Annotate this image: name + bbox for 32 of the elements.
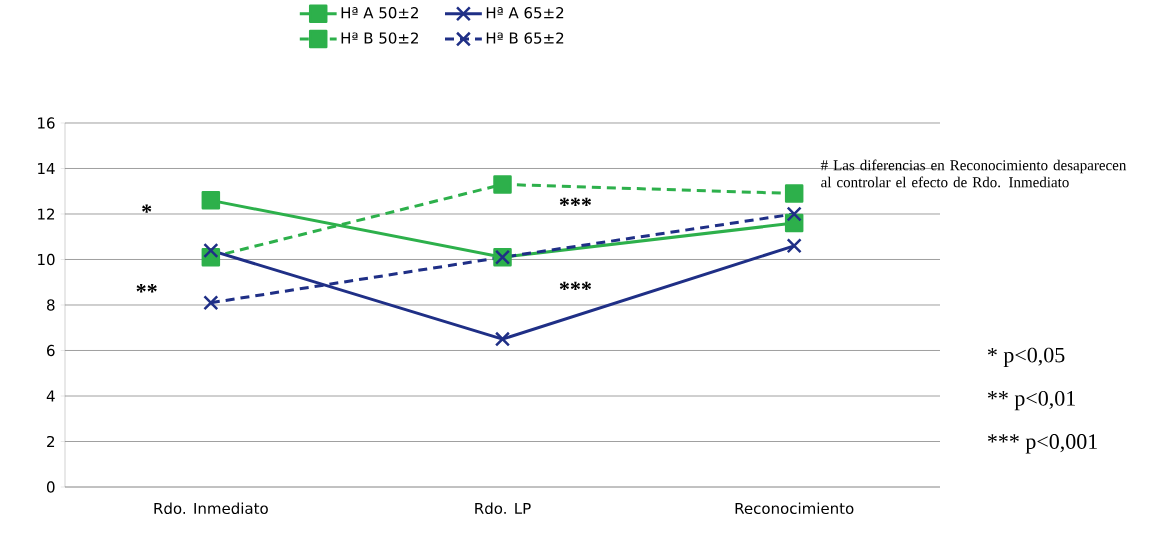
legend-label: Hª A 65±2 [486, 7, 564, 19]
y-tick-label: 4 [46, 390, 55, 402]
text: ** p<0,01 [987, 390, 1075, 411]
y-tick-label: 16 [38, 117, 55, 129]
y-tick-label: 12 [38, 208, 55, 220]
y-tick-label: 2 [47, 435, 55, 448]
point [784, 184, 804, 203]
point [494, 331, 511, 347]
annotation: *** [559, 197, 592, 206]
x-tick-label: Rdo. LP [475, 502, 531, 515]
annotation: ** [136, 284, 157, 293]
legend-label: Hª B 65±2 [486, 32, 564, 44]
annotation: *** [559, 281, 592, 291]
y-tick-label: 6 [47, 344, 55, 357]
point [786, 238, 802, 254]
point [203, 242, 219, 259]
y-tick-label: 14 [38, 163, 55, 174]
point [203, 295, 219, 311]
legend-label: Hª B 50±2 [341, 32, 418, 44]
point [493, 175, 512, 194]
text: * p<0,05 [987, 347, 1065, 367]
annotation: # Las diferencias en Reconocimiento desaparecen al controlar el efecto de Rdo. Inmediato [820, 159, 1127, 188]
y-tick-label: 10 [38, 253, 55, 266]
point [786, 206, 802, 222]
annotation: * [142, 204, 152, 213]
legend-label: Hª A 50±2 [341, 7, 418, 19]
text: *** p<0,001 [987, 434, 1097, 454]
point [201, 191, 221, 210]
y-tick-label: 8 [47, 299, 55, 311]
y-tick-label: 0 [46, 481, 55, 493]
x-tick-label: Reconocimiento [735, 502, 854, 515]
x-tick-label: Rdo. Inmediato [154, 502, 268, 515]
